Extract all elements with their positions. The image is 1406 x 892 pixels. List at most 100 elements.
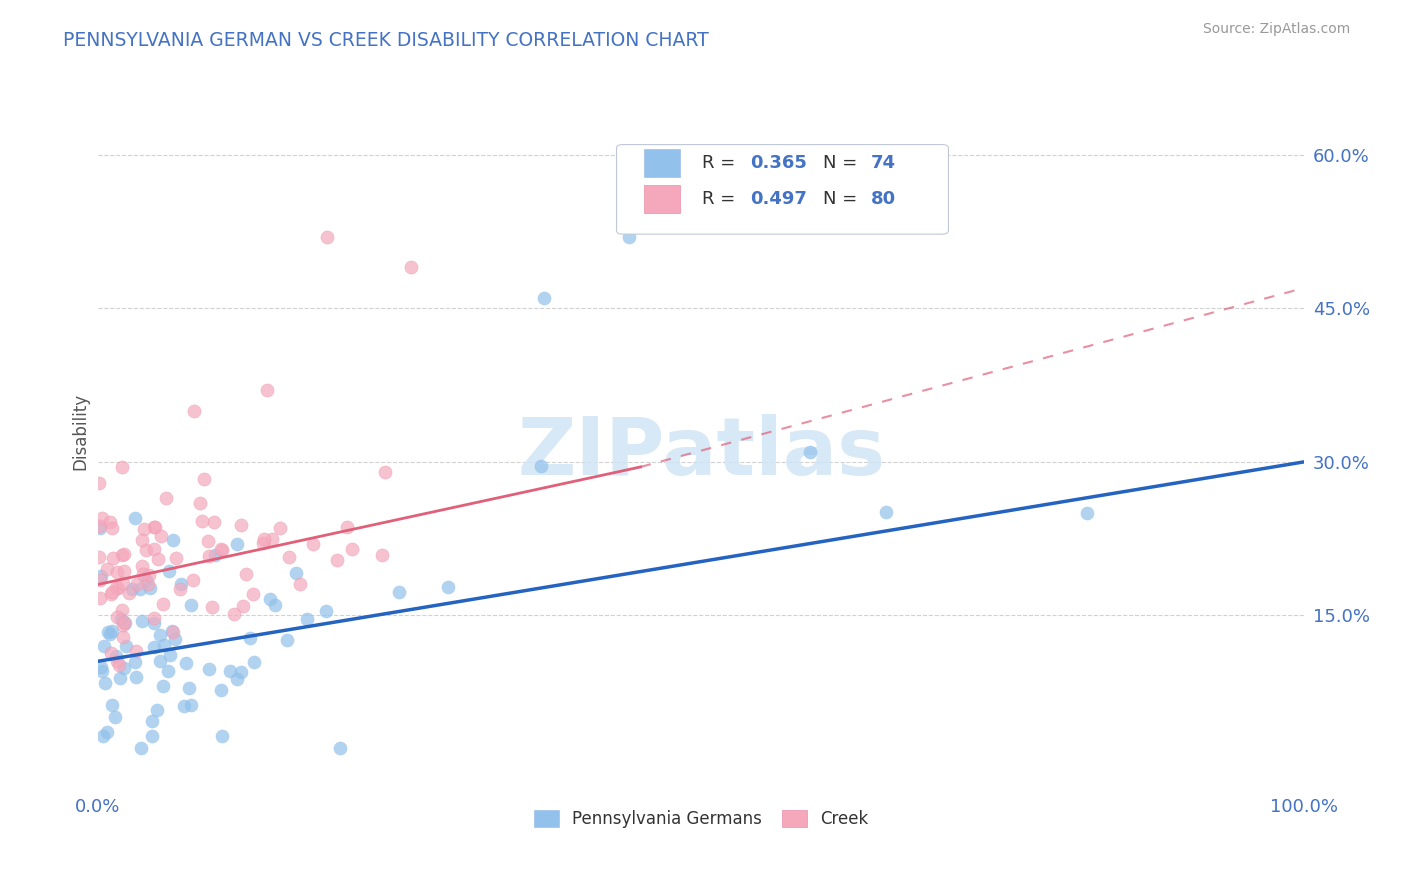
- Point: [264, 598, 287, 612]
- Point: [112, 547, 135, 561]
- Point: [315, 229, 337, 244]
- Point: [260, 532, 283, 546]
- Point: [336, 519, 359, 533]
- Point: [101, 551, 124, 566]
- Point: [143, 520, 166, 534]
- Point: [89, 591, 111, 605]
- Point: [98, 515, 121, 529]
- Point: [98, 627, 121, 641]
- Point: [177, 681, 200, 695]
- Point: [277, 549, 299, 564]
- Point: [256, 383, 278, 397]
- Y-axis label: Disability: Disability: [72, 392, 89, 470]
- Point: [87, 475, 110, 490]
- Point: [533, 291, 555, 305]
- Point: [100, 646, 122, 660]
- Point: [124, 656, 146, 670]
- Point: [799, 444, 821, 458]
- Point: [198, 549, 221, 563]
- FancyBboxPatch shape: [644, 185, 681, 212]
- Point: [111, 548, 134, 562]
- Point: [191, 514, 214, 528]
- Point: [374, 465, 396, 479]
- Point: [108, 657, 131, 672]
- Point: [104, 710, 127, 724]
- Point: [97, 624, 120, 639]
- Point: [107, 581, 129, 595]
- Point: [143, 611, 166, 625]
- Point: [163, 632, 186, 646]
- Point: [162, 624, 184, 639]
- Text: PENNSYLVANIA GERMAN VS CREEK DISABILITY CORRELATION CHART: PENNSYLVANIA GERMAN VS CREEK DISABILITY …: [63, 31, 709, 50]
- Point: [276, 633, 298, 648]
- Point: [142, 520, 165, 534]
- Point: [160, 624, 183, 638]
- Point: [242, 587, 264, 601]
- Point: [197, 533, 219, 548]
- Point: [93, 729, 115, 743]
- Point: [131, 533, 153, 548]
- Point: [110, 612, 132, 626]
- Point: [135, 573, 157, 587]
- Point: [235, 566, 257, 581]
- Point: [232, 599, 254, 614]
- Point: [129, 582, 152, 596]
- Point: [188, 496, 211, 510]
- Text: N =: N =: [823, 153, 863, 172]
- Point: [225, 537, 247, 551]
- Point: [90, 660, 112, 674]
- Point: [295, 612, 318, 626]
- Point: [218, 664, 240, 678]
- Text: 0.497: 0.497: [751, 190, 807, 208]
- Point: [96, 562, 118, 576]
- Point: [231, 665, 253, 680]
- Point: [269, 521, 291, 535]
- Point: [371, 548, 394, 562]
- Point: [87, 519, 110, 533]
- Point: [181, 574, 204, 588]
- Text: R =: R =: [702, 153, 741, 172]
- Point: [105, 565, 128, 579]
- Point: [89, 573, 111, 587]
- Point: [315, 604, 337, 618]
- Point: [155, 491, 177, 505]
- Point: [89, 521, 111, 535]
- Point: [388, 584, 411, 599]
- Point: [202, 515, 225, 529]
- Text: N =: N =: [823, 190, 863, 208]
- Point: [174, 656, 197, 670]
- Point: [138, 568, 160, 582]
- Point: [162, 533, 184, 547]
- Point: [115, 639, 138, 653]
- Point: [138, 577, 160, 591]
- Point: [141, 729, 163, 743]
- Point: [225, 672, 247, 686]
- Point: [111, 460, 134, 475]
- Text: 0.365: 0.365: [751, 153, 807, 172]
- Point: [107, 654, 129, 668]
- Point: [93, 676, 115, 690]
- FancyBboxPatch shape: [644, 149, 681, 177]
- Point: [100, 587, 122, 601]
- Point: [112, 615, 135, 629]
- Point: [131, 741, 153, 756]
- Point: [104, 648, 127, 663]
- Point: [153, 638, 176, 652]
- Point: [125, 577, 148, 591]
- Point: [100, 624, 122, 638]
- Point: [211, 729, 233, 743]
- Point: [146, 703, 169, 717]
- Point: [159, 648, 181, 663]
- Text: ZIPatlas: ZIPatlas: [517, 414, 886, 491]
- Point: [340, 541, 363, 556]
- Point: [193, 472, 215, 486]
- Point: [105, 581, 128, 595]
- Point: [875, 505, 897, 519]
- Point: [143, 542, 166, 557]
- Point: [1076, 506, 1098, 520]
- Point: [125, 643, 148, 657]
- Point: [90, 510, 112, 524]
- Point: [285, 566, 308, 580]
- Text: R =: R =: [702, 190, 741, 208]
- Point: [121, 582, 143, 596]
